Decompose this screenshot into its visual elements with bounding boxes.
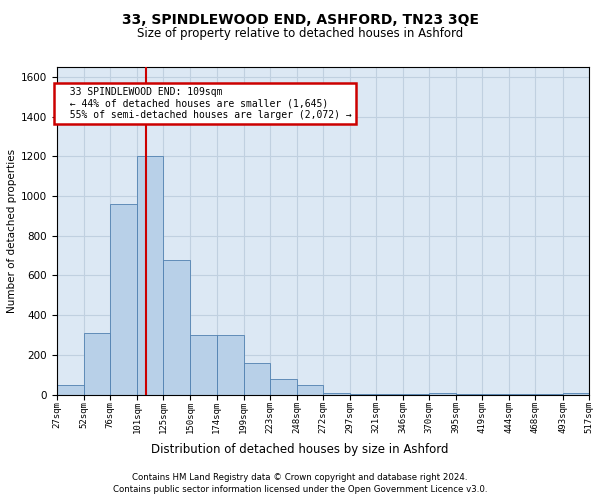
Bar: [137, 156, 163, 394]
Bar: [57, 384, 84, 394]
Bar: [190, 335, 217, 394]
Y-axis label: Number of detached properties: Number of detached properties: [7, 148, 17, 313]
Text: Distribution of detached houses by size in Ashford: Distribution of detached houses by size …: [151, 442, 449, 456]
Bar: [323, 392, 350, 394]
Bar: [84, 333, 110, 394]
Text: Size of property relative to detached houses in Ashford: Size of property relative to detached ho…: [137, 28, 463, 40]
Text: Contains HM Land Registry data © Crown copyright and database right 2024.: Contains HM Land Registry data © Crown c…: [132, 472, 468, 482]
Bar: [163, 260, 190, 394]
Bar: [110, 204, 137, 394]
Text: Contains public sector information licensed under the Open Government Licence v3: Contains public sector information licen…: [113, 485, 487, 494]
Bar: [244, 363, 269, 394]
Bar: [269, 378, 297, 394]
Text: 33, SPINDLEWOOD END, ASHFORD, TN23 3QE: 33, SPINDLEWOOD END, ASHFORD, TN23 3QE: [121, 12, 479, 26]
Text: 33 SPINDLEWOOD END: 109sqm
  ← 44% of detached houses are smaller (1,645)
  55% : 33 SPINDLEWOOD END: 109sqm ← 44% of deta…: [58, 87, 352, 120]
Bar: [297, 384, 323, 394]
Bar: [217, 335, 244, 394]
Bar: [429, 392, 456, 394]
Bar: [563, 392, 589, 394]
